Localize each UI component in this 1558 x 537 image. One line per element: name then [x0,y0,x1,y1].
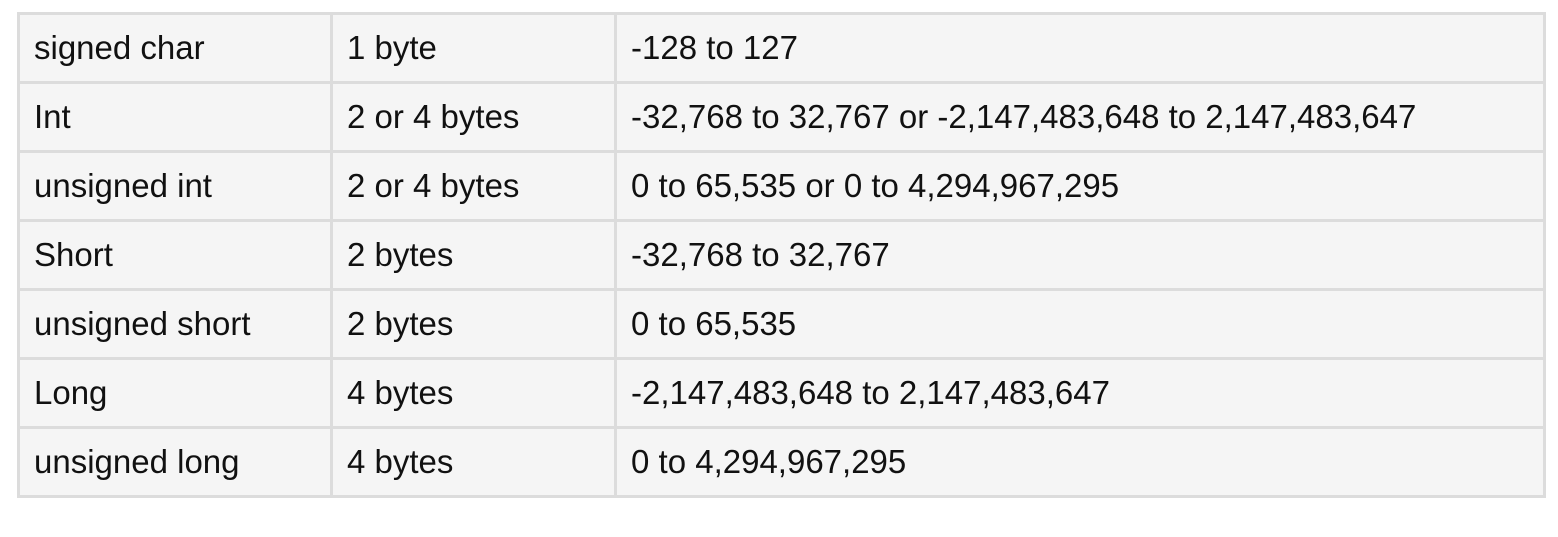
size-cell: 2 bytes [330,219,617,291]
data-types-table-container: signed char 1 byte -128 to 127 Int 2 or … [17,12,1546,498]
range-cell: -32,768 to 32,767 or -2,147,483,648 to 2… [614,81,1546,153]
size-cell: 2 or 4 bytes [330,81,617,153]
table-row: unsigned long 4 bytes 0 to 4,294,967,295 [17,426,1546,498]
table-row: Long 4 bytes -2,147,483,648 to 2,147,483… [17,357,1546,429]
type-cell: Short [17,219,333,291]
size-cell: 4 bytes [330,357,617,429]
table-row: unsigned short 2 bytes 0 to 65,535 [17,288,1546,360]
type-cell: Int [17,81,333,153]
range-cell: -128 to 127 [614,12,1546,84]
range-cell: 0 to 65,535 [614,288,1546,360]
type-cell: signed char [17,12,333,84]
range-cell: 0 to 4,294,967,295 [614,426,1546,498]
range-cell: -32,768 to 32,767 [614,219,1546,291]
table-row: unsigned int 2 or 4 bytes 0 to 65,535 or… [17,150,1546,222]
size-cell: 1 byte [330,12,617,84]
table-row: Short 2 bytes -32,768 to 32,767 [17,219,1546,291]
type-cell: Long [17,357,333,429]
table-row: signed char 1 byte -128 to 127 [17,12,1546,84]
table-row: Int 2 or 4 bytes -32,768 to 32,767 or -2… [17,81,1546,153]
range-cell: -2,147,483,648 to 2,147,483,647 [614,357,1546,429]
range-cell: 0 to 65,535 or 0 to 4,294,967,295 [614,150,1546,222]
size-cell: 4 bytes [330,426,617,498]
type-cell: unsigned long [17,426,333,498]
type-cell: unsigned short [17,288,333,360]
size-cell: 2 or 4 bytes [330,150,617,222]
type-cell: unsigned int [17,150,333,222]
data-types-table: signed char 1 byte -128 to 127 Int 2 or … [17,12,1546,498]
size-cell: 2 bytes [330,288,617,360]
